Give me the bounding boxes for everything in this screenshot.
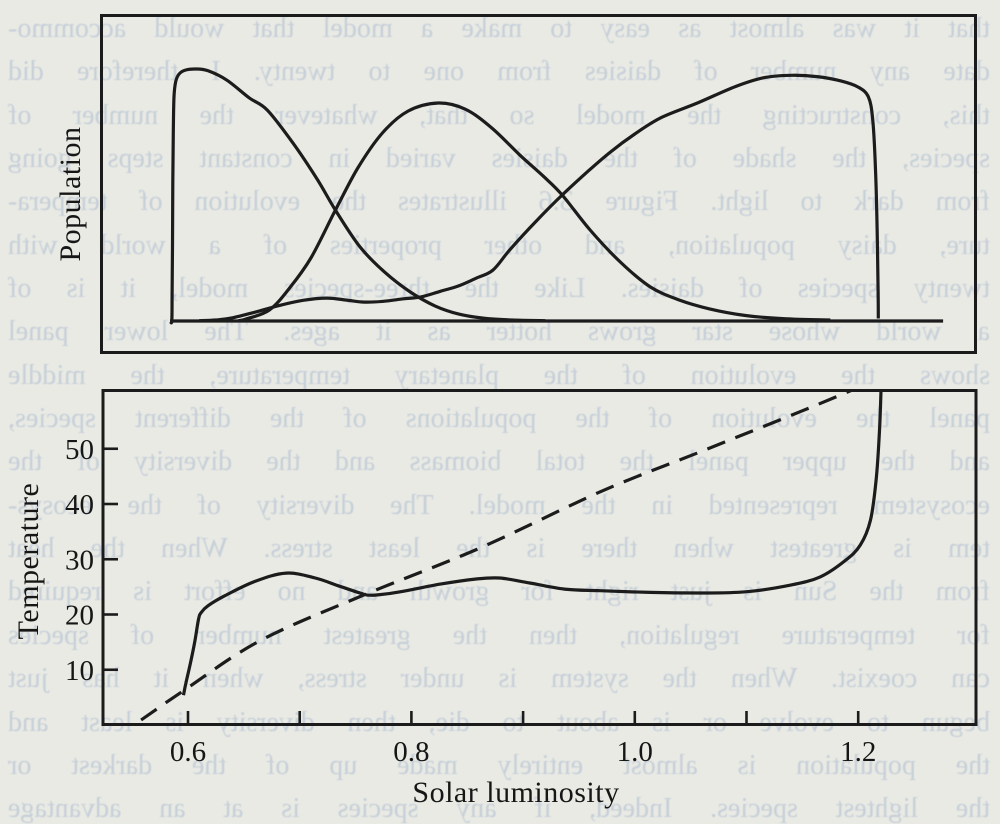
y-tick-label: 30 (65, 544, 94, 576)
curve-mid-shade-species-population (238, 101, 831, 323)
temperature-panel-frame (101, 389, 978, 726)
axis-ticks-group (104, 447, 860, 723)
curve-lightest-species-population (199, 73, 880, 323)
curve-barren-planet-temperature (140, 391, 855, 722)
curve-darkest-species-population (168, 67, 546, 325)
y-tick-label: 20 (65, 600, 94, 632)
y-tick-label: 40 (65, 489, 94, 521)
temperature-curves-group (140, 391, 883, 722)
y-tick-label: 10 (65, 655, 94, 687)
x-tick-label: 0.8 (393, 736, 429, 768)
curve-temperature-with-life (181, 391, 883, 696)
population-curves-group (168, 67, 944, 325)
population-panel-frame (100, 14, 977, 354)
x-tick-label: 1.2 (840, 736, 876, 768)
population-axis-label: Population (54, 126, 87, 261)
y-tick-label: 50 (65, 434, 94, 466)
x-tick-label: 1.0 (617, 736, 653, 768)
solar-luminosity-axis-label: Solar luminosity (412, 776, 619, 809)
x-tick-label: 0.6 (170, 736, 206, 768)
temperature-axis-label: Temperature (12, 483, 45, 640)
axis-tick-labels-group: 50 40 30 20 10 0.6 0.8 1.0 1.2 (65, 434, 876, 768)
